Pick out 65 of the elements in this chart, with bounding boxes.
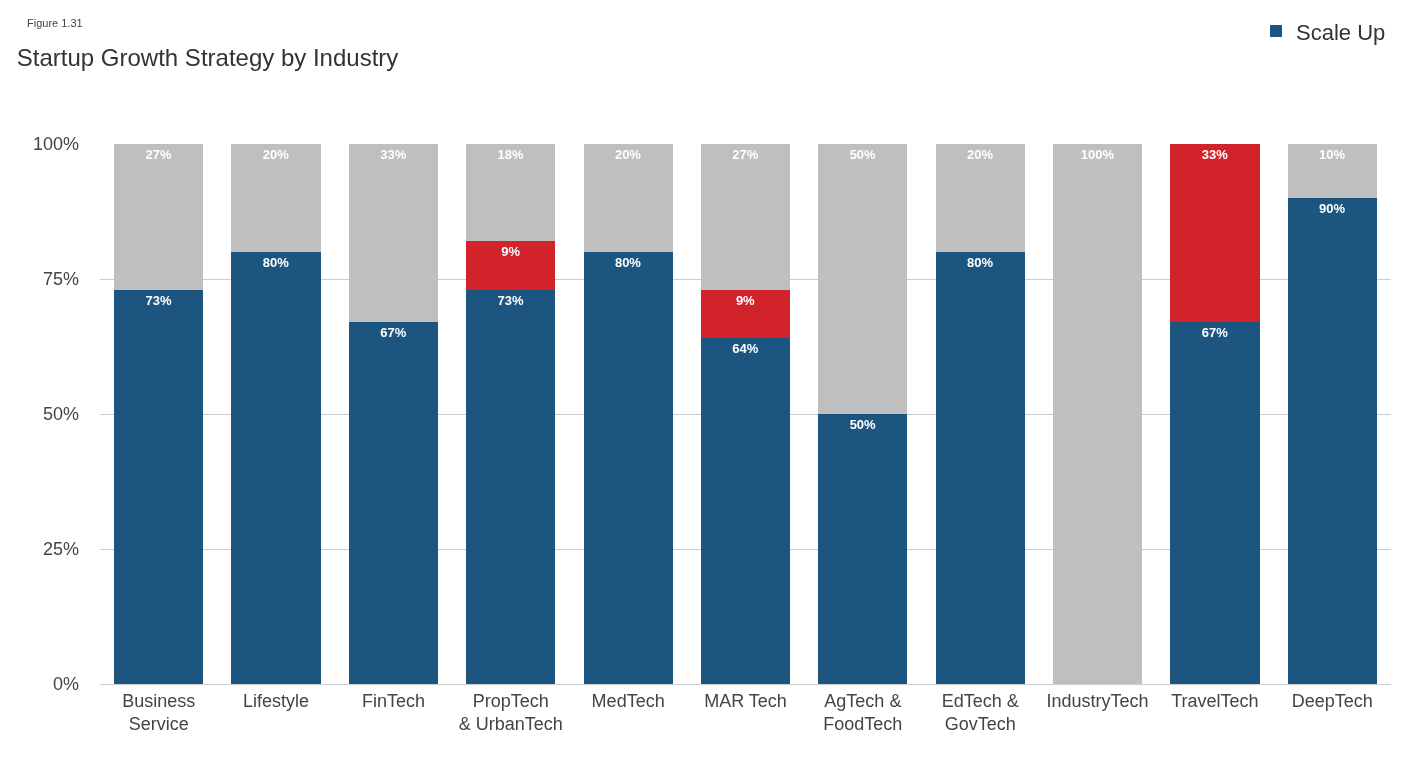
bar [1170,144,1260,323]
y-tick-label: 50% [42,404,79,425]
bar [114,289,204,684]
x-tick-label: Lifestyle [243,690,310,711]
bar [114,144,204,290]
data-label: 20% [262,147,290,162]
data-label: 73% [497,292,524,308]
bar [1287,198,1377,684]
data-label: 50% [849,147,877,162]
data-label: 67% [380,325,407,341]
x-tick-label: FinTech [361,690,425,711]
data-label: 33% [380,147,407,162]
data-label: 90% [1319,201,1346,216]
bar [583,144,673,252]
x-tick-label: AgTech & FoodTech [823,690,903,734]
bar [348,322,439,684]
data-label: 67% [1201,325,1229,341]
bar [935,144,1025,252]
x-tick-label: PropTech & UrbanTech [458,690,563,734]
data-label: 9% [735,292,756,308]
bar [818,144,908,414]
data-label: 27% [145,147,172,162]
x-tick-label: IndustryTech [1046,690,1149,711]
x-tick-label: MedTech [591,690,665,711]
bar [466,144,556,242]
caption: Figure 1.31 [27,17,83,29]
bar [818,414,908,684]
x-tick-label: EdTech & GovTech [941,690,1019,734]
bar [231,252,321,684]
data-label: 9% [501,244,521,260]
bar [466,289,556,684]
data-label: 18% [497,147,524,162]
x-tick-label: TravelTech [1171,690,1259,711]
chart-title: Startup Growth Strategy by Industry [16,44,399,72]
bar [348,144,439,323]
bar [1052,144,1143,684]
bar [231,144,321,252]
data-label: 33% [1201,147,1229,162]
legend-label: Scale Up [1296,19,1386,45]
data-label: 27% [732,147,759,162]
data-label: 80% [614,255,642,270]
bar [466,241,556,290]
data-label: 80% [262,255,290,270]
data-label: 50% [849,417,877,432]
x-tick-label: DeepTech [1291,690,1373,711]
bar [1170,322,1260,684]
y-tick-label: 75% [42,269,79,290]
data-label: 73% [145,292,172,308]
bar [700,289,791,339]
y-tick-label: 25% [42,539,79,560]
y-tick-label: 100% [32,134,79,155]
y-tick-label: 0% [52,674,79,695]
data-label: 80% [967,255,994,270]
bar [1287,144,1377,198]
data-label: 20% [967,147,994,162]
x-tick-label: MAR Tech [704,690,787,711]
bar [700,338,791,684]
data-label: 100% [1080,147,1115,162]
x-tick-label: Business Service [122,690,196,734]
bar [583,252,673,684]
data-label: 64% [732,341,759,357]
data-label: 20% [614,147,642,162]
bar [935,252,1025,684]
bar [700,144,791,290]
data-label: 10% [1319,147,1346,162]
